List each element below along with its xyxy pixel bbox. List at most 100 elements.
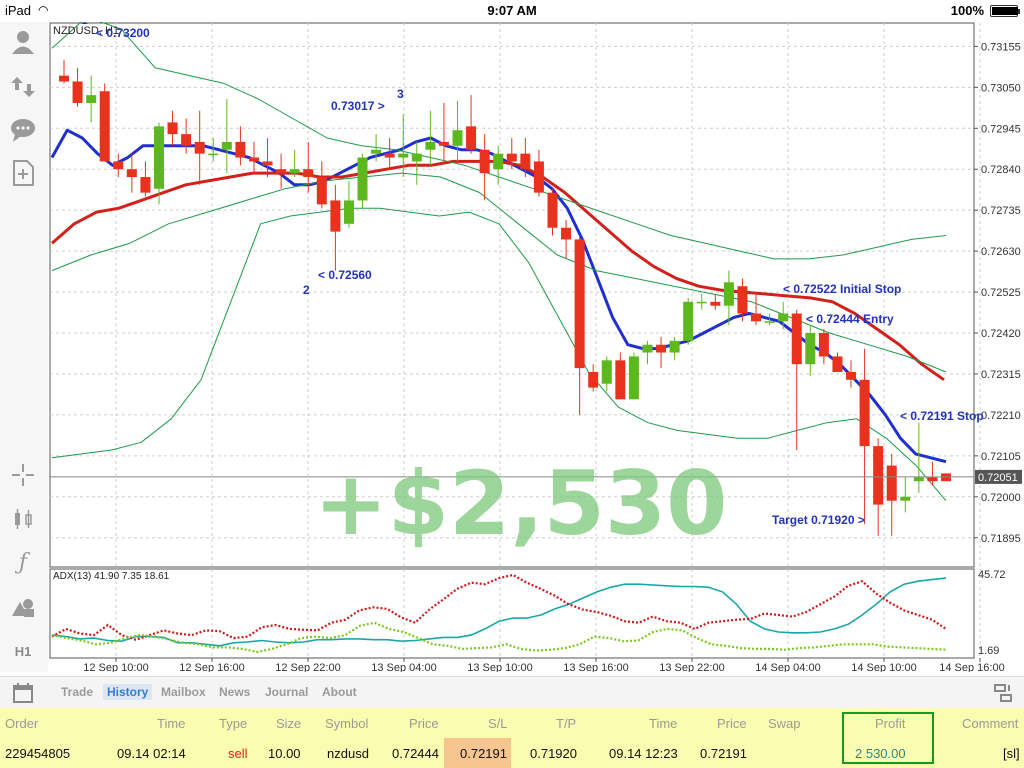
candle-body [425, 141, 436, 150]
candle-body [411, 153, 422, 162]
candle-body [167, 122, 178, 135]
candle-body [493, 153, 504, 170]
tab-history[interactable]: History [103, 684, 153, 700]
chart-annotation: < 0.72444 Entry [806, 312, 894, 326]
clock: 9:07 AM [487, 3, 537, 18]
objects-icon[interactable] [8, 592, 38, 622]
candle-body [913, 477, 924, 482]
candle-body [751, 313, 762, 322]
wifi-icon: ◠ [38, 3, 49, 17]
candle-body [384, 153, 395, 158]
cell-close-time: 09.14 12:23 [609, 746, 678, 761]
timeframe-button[interactable]: H1 [14, 644, 32, 659]
chart-annotation: 3 [397, 87, 404, 101]
sl-highlight [444, 738, 511, 768]
candle-body [438, 141, 449, 146]
candle-body [466, 126, 477, 150]
candle-body [276, 169, 287, 174]
price-tick-label: 0.72735 [981, 205, 1021, 217]
candle-body [208, 153, 219, 156]
cell-profit: 2 530.00 [855, 746, 906, 761]
time-tick-label: 12 Sep 22:00 [275, 662, 340, 672]
candle-body [886, 465, 897, 501]
candle-body [303, 169, 314, 178]
price-tick-label: 0.72840 [981, 164, 1021, 176]
chart-annotation: < 0.73200 [96, 26, 150, 40]
chart-annotation: < 0.72560 [318, 268, 372, 282]
battery-icon [990, 5, 1020, 17]
candle-body [547, 192, 558, 228]
candle-body [927, 477, 938, 482]
new-document-icon[interactable] [8, 158, 38, 188]
account-icon[interactable] [8, 27, 38, 57]
tab-journal[interactable]: Journal [265, 685, 309, 699]
cell-size: 10.00 [268, 746, 301, 761]
crosshair-icon[interactable] [8, 460, 38, 490]
candle-body [235, 141, 246, 158]
candle-body [900, 496, 911, 501]
chart-type-icon[interactable] [8, 504, 38, 534]
candle-body [86, 95, 97, 103]
price-tick-label: 0.72420 [981, 328, 1021, 340]
bottom-toolbar: Trade History Mailbox News Journal About [0, 676, 1024, 708]
candle-body [561, 227, 572, 240]
profit-highlight-box [842, 712, 934, 764]
candle-body [533, 161, 544, 193]
candle-body [479, 149, 490, 174]
candle-body [72, 81, 83, 103]
candle-body [615, 360, 626, 400]
chart-annotation: 2 [303, 283, 310, 297]
candle-body [452, 130, 463, 146]
price-chart[interactable]: 0.73155 0.73050 0.72945 0.72840 0.72735 0.726… [48, 22, 1024, 672]
candle-body [194, 141, 205, 154]
candle-body [371, 149, 382, 154]
calendar-icon[interactable] [12, 682, 34, 704]
candle-body [99, 91, 110, 162]
candle-body [520, 153, 531, 170]
candle-body [642, 344, 653, 353]
layout-toggle-icon[interactable] [992, 682, 1014, 704]
header-close-price: Price [717, 716, 747, 731]
candle-body [330, 200, 341, 232]
candle-body [343, 200, 354, 224]
tab-news[interactable]: News [219, 685, 251, 699]
cell-order[interactable]: 229454805 [5, 746, 71, 761]
header-swap: Swap [768, 716, 801, 731]
cell-close-price: 0.72191 [700, 746, 747, 761]
price-tick-label: 0.72210 [981, 410, 1021, 422]
candle-body [710, 301, 721, 306]
header-profit: Profit [875, 716, 906, 731]
tab-about[interactable]: About [322, 685, 357, 699]
tab-mailbox[interactable]: Mailbox [161, 685, 206, 699]
candle-body [140, 177, 151, 193]
header-comment: Comment [962, 716, 1019, 731]
bollinger-band-line [51, 22, 947, 260]
candle-body [357, 157, 368, 201]
trade-icon[interactable] [8, 72, 38, 102]
indicators-icon[interactable]: ƒ [18, 550, 28, 575]
tab-trade[interactable]: Trade [61, 685, 94, 699]
chart-annotation: < 0.72191 Stop [900, 409, 984, 423]
current-price-label: 0.72051 [978, 472, 1018, 484]
candle-body [832, 356, 843, 373]
header-order: Order [5, 716, 39, 731]
candle-body [846, 372, 857, 380]
chat-icon[interactable] [8, 115, 38, 145]
candle-body [683, 301, 694, 341]
header-tp: T/P [556, 716, 577, 731]
candle-body [723, 282, 734, 306]
time-tick-label: 13 Sep 10:00 [467, 662, 532, 672]
price-tick-label: 0.72105 [981, 451, 1021, 463]
candle-body [289, 169, 300, 174]
candle-body [778, 313, 789, 322]
time-tick-label: 14 Sep 10:00 [851, 662, 916, 672]
cell-price: 0.72444 [392, 746, 439, 761]
time-tick-label: 13 Sep 22:00 [659, 662, 724, 672]
time-tick-label: 14 Sep 16:00 [939, 662, 1004, 672]
candle-body [791, 313, 802, 365]
adx-min-label: 1.69 [978, 645, 999, 657]
candle-body [126, 169, 137, 178]
time-tick-label: 14 Sep 04:00 [755, 662, 820, 672]
ios-status-bar: iPad ◠ 9:07 AM 100% [0, 0, 1024, 22]
header-price: Price [409, 716, 439, 731]
